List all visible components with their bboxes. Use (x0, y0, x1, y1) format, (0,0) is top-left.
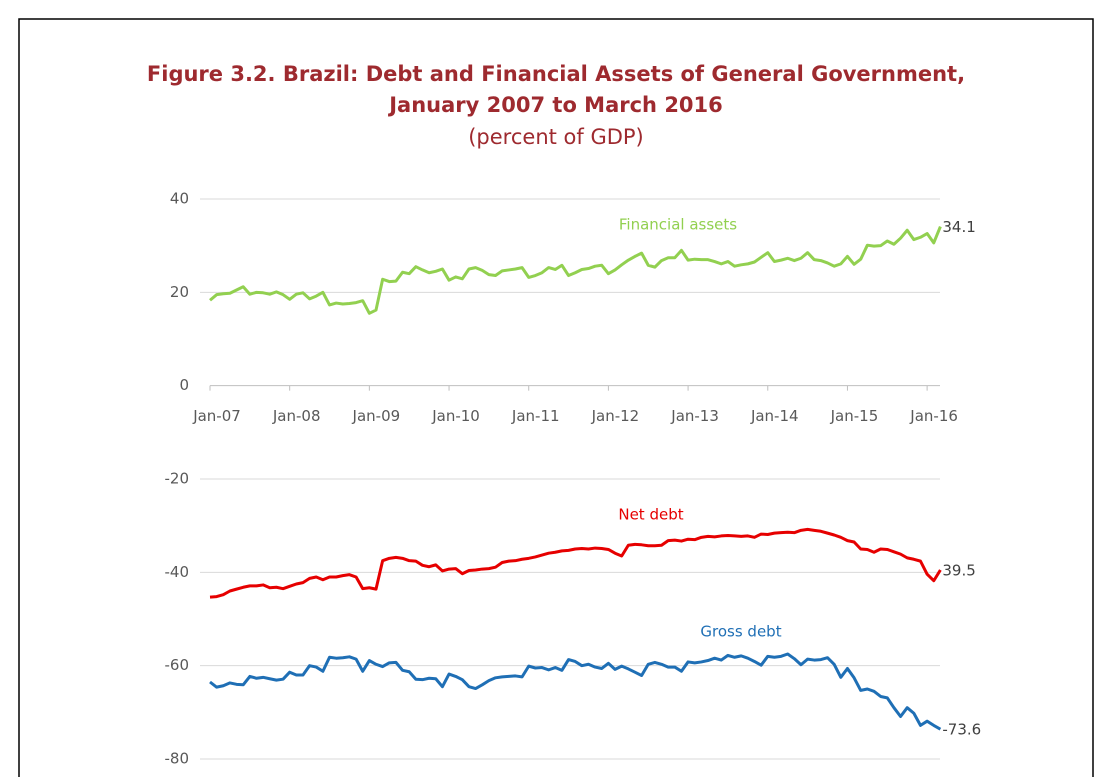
y-tick-label: 40 (170, 190, 189, 208)
end-value-label: -73.6 (942, 721, 981, 739)
x-tick-label: Jan-10 (431, 407, 480, 425)
end-value-label: 39.5 (942, 562, 975, 580)
x-tick-label: Jan-11 (511, 407, 560, 425)
x-tick-label: Jan-12 (591, 407, 640, 425)
series-label: Financial assets (619, 216, 737, 234)
series-line (209, 652, 942, 731)
x-tick-label: Jan-08 (272, 407, 321, 425)
frame (18, 18, 1094, 777)
series-line (209, 527, 942, 599)
x-tick-label: Jan-09 (352, 407, 401, 425)
y-tick-label: -40 (165, 563, 190, 581)
chart-title: Figure 3.2. Brazil: Debt and Financial A… (147, 62, 965, 86)
x-tick-label: Jan-16 (909, 407, 958, 425)
chart-subtitle: (percent of GDP) (468, 125, 644, 149)
x-tick-label: Jan-07 (192, 407, 241, 425)
chart-title-line2: January 2007 to March 2016 (387, 93, 723, 117)
x-tick-label: Jan-15 (830, 407, 879, 425)
x-tick-label: Jan-13 (670, 407, 719, 425)
end-value-label: 34.1 (942, 218, 975, 236)
series-label: Gross debt (700, 623, 781, 641)
y-tick-label: -20 (165, 470, 190, 488)
y-tick-label: 20 (170, 283, 189, 301)
x-tick-label: Jan-14 (750, 407, 799, 425)
y-tick-label: 0 (179, 376, 189, 394)
series-label: Net debt (618, 506, 683, 524)
y-tick-label: -60 (165, 656, 190, 674)
series-line (209, 225, 942, 315)
y-tick-label: -80 (165, 750, 190, 768)
